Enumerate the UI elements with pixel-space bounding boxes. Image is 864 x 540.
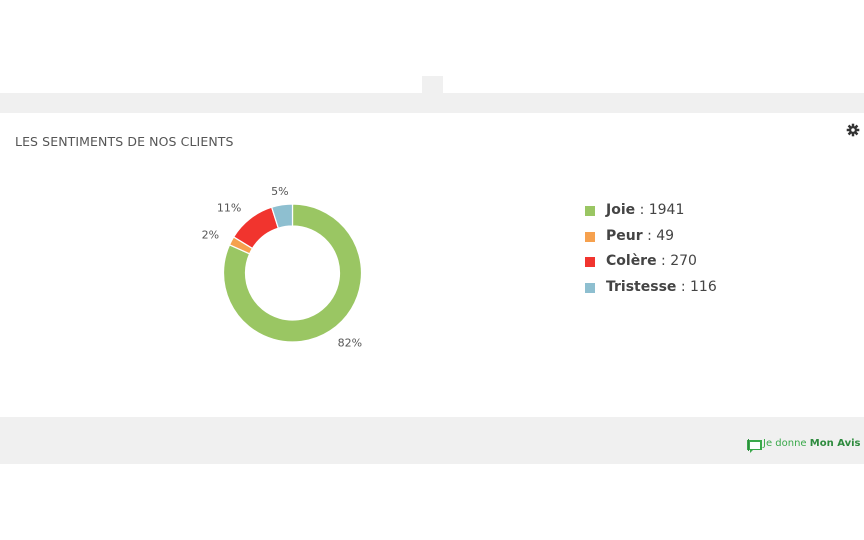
legend-value: : 116	[676, 278, 717, 295]
top-band	[0, 93, 864, 113]
legend-name: Joie	[606, 202, 636, 218]
top-notch	[422, 76, 443, 93]
legend-name: Colère	[606, 253, 657, 269]
legend-name: Tristesse	[606, 278, 677, 295]
slice-label-1: 2%	[202, 228, 219, 241]
legend-swatch-tristesse	[585, 282, 595, 293]
legend-name: Peur	[606, 227, 643, 244]
brand-prefix: Je donne	[763, 438, 810, 449]
legend-value: : 270	[656, 253, 697, 269]
legend-swatch-peur	[585, 231, 595, 242]
slice-label-0: 82%	[338, 337, 362, 350]
donut-slice-0[interactable]	[222, 203, 363, 343]
brand-link[interactable]: Je donne Mon Avis	[746, 437, 860, 455]
donut-chart: 82% 2% 11% 5%	[202, 185, 363, 350]
chart-title: LES SENTIMENTS DE NOS CLIENTS	[15, 134, 234, 149]
speech-bubble-icon	[747, 439, 762, 453]
legend-value: : 1941	[635, 202, 685, 218]
legend-swatch-colere	[585, 257, 595, 267]
slice-label-2: 11%	[217, 202, 241, 215]
legend-swatch-joie	[585, 206, 595, 216]
footer-band	[0, 417, 864, 464]
brand-strong: Mon Avis	[809, 438, 861, 449]
donut-slice-3[interactable]	[270, 203, 294, 229]
slice-label-3: 5%	[271, 185, 288, 198]
gear-icon[interactable]	[846, 123, 860, 137]
legend-value: : 49	[642, 227, 675, 244]
